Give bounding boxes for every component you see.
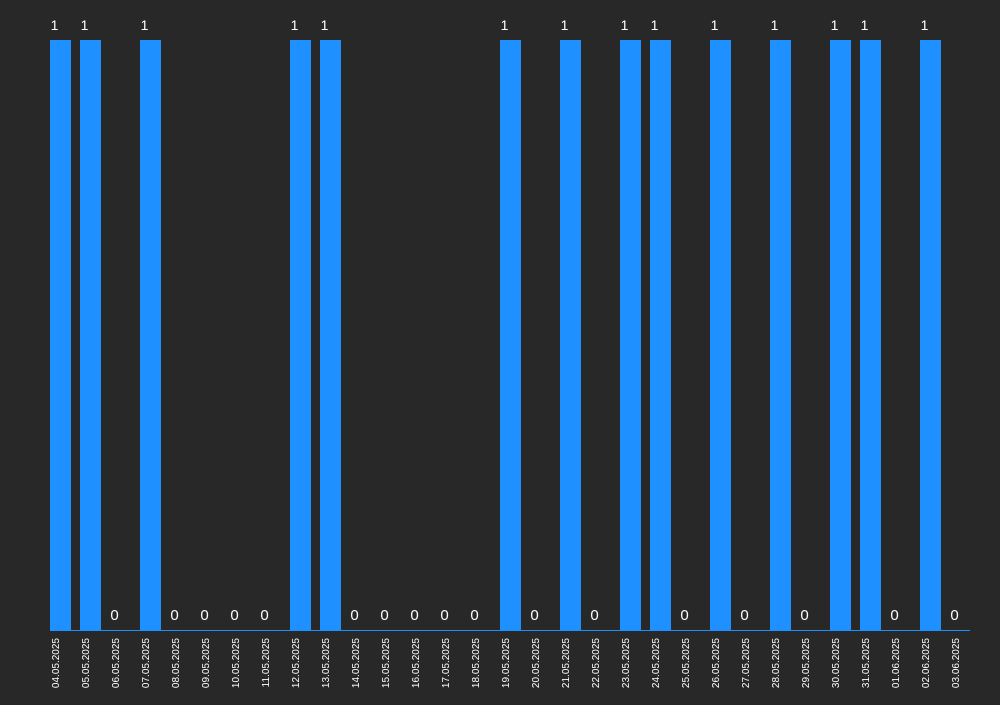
data-label-17.05.2025: 0: [440, 607, 448, 624]
data-label-08.05.2025: 0: [170, 607, 178, 624]
data-label-21.05.2025: 1: [561, 17, 569, 33]
data-label-31.05.2025: 1: [861, 17, 869, 33]
x-tick-label-22.05.2025: 22.05.2025: [591, 638, 602, 688]
data-label-11.05.2025: 0: [260, 607, 268, 624]
x-tick-labels-layer: 04.05.2025 05.05.2025 06.05.2025 07.05.2025…: [51, 638, 962, 688]
x-tick-label-26.05.2025: 26.05.2025: [711, 638, 722, 688]
data-label-02.06.2025: 1: [921, 17, 929, 33]
x-tick-label-31.05.2025: 31.05.2025: [861, 638, 872, 688]
x-tick-label-28.05.2025: 28.05.2025: [771, 638, 782, 688]
bar-23.05.2025: [620, 40, 641, 630]
data-label-19.05.2025: 1: [501, 17, 509, 33]
data-label-10.05.2025: 0: [230, 607, 238, 624]
bar-02.06.2025: [920, 40, 941, 630]
bar-13.05.2025: [320, 40, 341, 630]
data-label-28.05.2025: 1: [771, 17, 779, 33]
x-tick-label-17.05.2025: 17.05.2025: [441, 638, 452, 688]
x-tick-label-09.05.2025: 09.05.2025: [201, 638, 212, 688]
bar-12.05.2025: [290, 40, 311, 630]
x-tick-label-05.05.2025: 05.05.2025: [81, 638, 92, 688]
bar-24.05.2025: [650, 40, 671, 630]
x-tick-label-24.05.2025: 24.05.2025: [651, 638, 662, 688]
data-label-15.05.2025: 0: [380, 607, 388, 624]
bar-21.05.2025: [560, 40, 581, 630]
data-label-09.05.2025: 0: [200, 607, 208, 624]
x-tick-label-06.05.2025: 06.05.2025: [111, 638, 122, 688]
data-label-20.05.2025: 0: [530, 607, 538, 624]
x-tick-label-08.05.2025: 08.05.2025: [171, 638, 182, 688]
x-tick-label-10.05.2025: 10.05.2025: [231, 638, 242, 688]
data-label-03.06.2025: 0: [950, 607, 958, 624]
bar-07.05.2025: [140, 40, 161, 630]
data-label-06.05.2025: 0: [110, 607, 118, 624]
x-tick-label-19.05.2025: 19.05.2025: [501, 638, 512, 688]
x-tick-label-04.05.2025: 04.05.2025: [51, 638, 62, 688]
x-tick-label-03.06.2025: 03.06.2025: [951, 638, 962, 688]
x-tick-label-01.06.2025: 01.06.2025: [891, 638, 902, 688]
x-tick-label-02.06.2025: 02.06.2025: [921, 638, 932, 688]
data-label-23.05.2025: 1: [621, 17, 629, 33]
data-label-30.05.2025: 1: [831, 17, 839, 33]
data-label-26.05.2025: 1: [711, 17, 719, 33]
data-label-16.05.2025: 0: [410, 607, 418, 624]
bar-19.05.2025: [500, 40, 521, 630]
bar-30.05.2025: [830, 40, 851, 630]
x-tick-label-18.05.2025: 18.05.2025: [471, 638, 482, 688]
bar-28.05.2025: [770, 40, 791, 630]
data-label-07.05.2025: 1: [141, 17, 149, 33]
bars-layer: [50, 40, 941, 630]
x-tick-label-16.05.2025: 16.05.2025: [411, 638, 422, 688]
bar-26.05.2025: [710, 40, 731, 630]
x-tick-label-11.05.2025: 11.05.2025: [261, 638, 272, 688]
data-label-05.05.2025: 1: [81, 17, 89, 33]
x-tick-label-29.05.2025: 29.05.2025: [801, 638, 812, 688]
x-tick-label-21.05.2025: 21.05.2025: [561, 638, 572, 688]
x-tick-label-30.05.2025: 30.05.2025: [831, 638, 842, 688]
data-label-04.05.2025: 1: [51, 17, 59, 33]
x-tick-label-27.05.2025: 27.05.2025: [741, 638, 752, 688]
x-tick-label-23.05.2025: 23.05.2025: [621, 638, 632, 688]
data-label-01.06.2025: 0: [890, 607, 898, 624]
x-tick-label-12.05.2025: 12.05.2025: [291, 638, 302, 688]
x-tick-label-25.05.2025: 25.05.2025: [681, 638, 692, 688]
data-label-27.05.2025: 0: [740, 607, 748, 624]
bar-31.05.2025: [860, 40, 881, 630]
data-labels-layer: 1 1 0 1 0 0 0 0 1 1 0 0 0 0 0 1 0 1 0 1 1 0 1 0 1 0 1 1 0 1 0: [51, 17, 959, 624]
data-label-24.05.2025: 1: [651, 17, 659, 33]
bar-04.05.2025: [50, 40, 71, 630]
x-tick-label-13.05.2025: 13.05.2025: [321, 638, 332, 688]
x-tick-label-14.05.2025: 14.05.2025: [351, 638, 362, 688]
data-label-18.05.2025: 0: [470, 607, 478, 624]
x-tick-label-07.05.2025: 07.05.2025: [141, 638, 152, 688]
data-label-13.05.2025: 1: [321, 17, 329, 33]
x-tick-label-15.05.2025: 15.05.2025: [381, 638, 392, 688]
data-label-14.05.2025: 0: [350, 607, 358, 624]
data-label-12.05.2025: 1: [291, 17, 299, 33]
data-label-22.05.2025: 0: [590, 607, 598, 624]
data-label-25.05.2025: 0: [680, 607, 688, 624]
x-tick-label-20.05.2025: 20.05.2025: [531, 638, 542, 688]
data-label-29.05.2025: 0: [800, 607, 808, 624]
bar-05.05.2025: [80, 40, 101, 630]
